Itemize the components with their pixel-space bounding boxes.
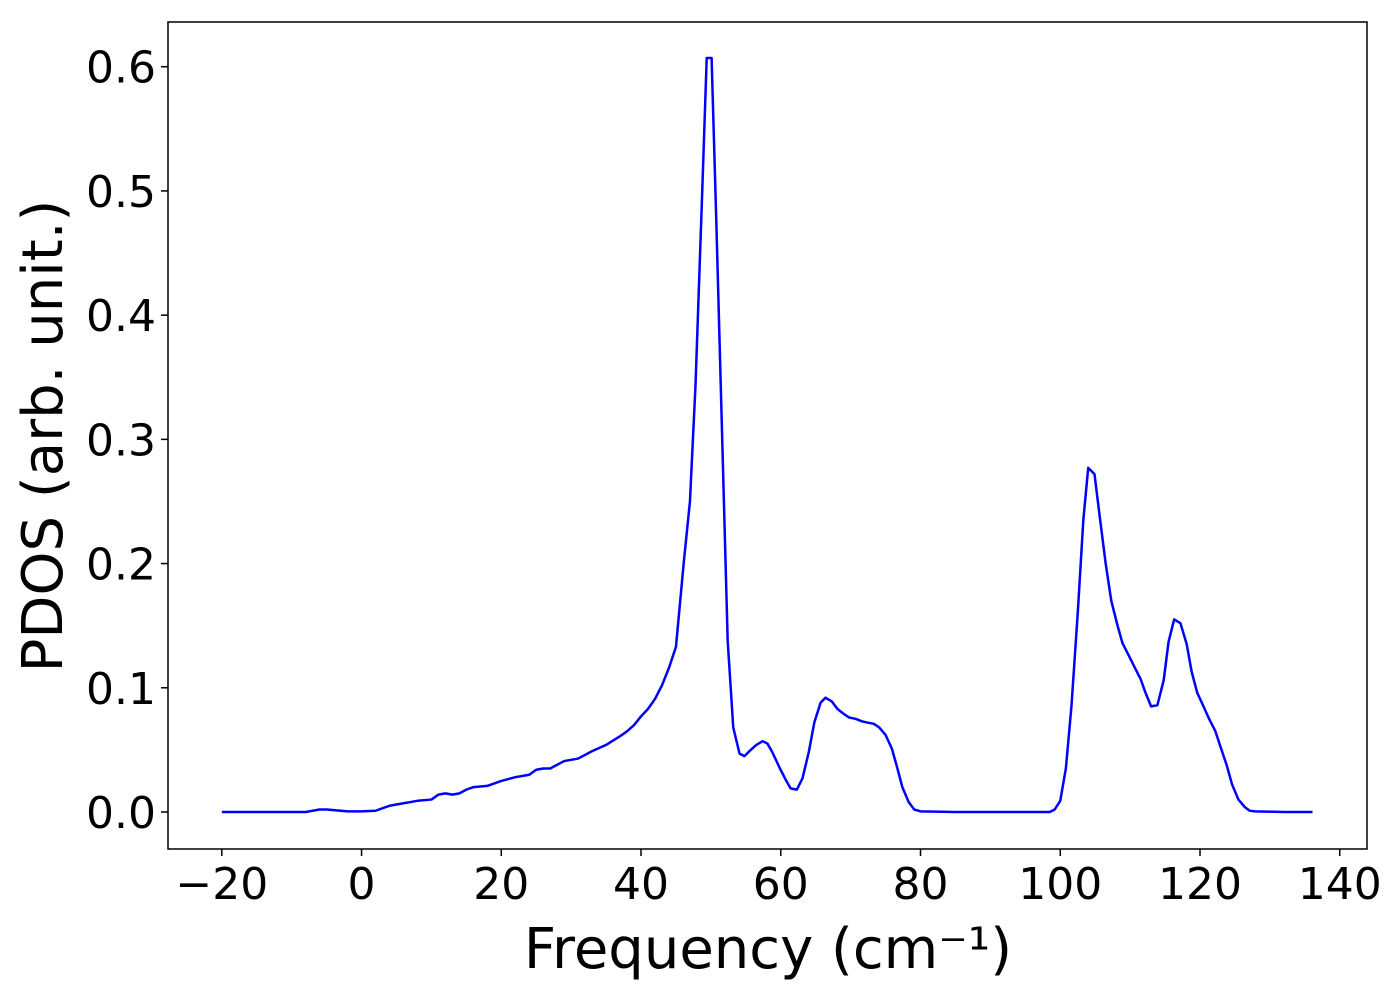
- x-tick-label: 80: [893, 859, 949, 910]
- x-tick-label: 140: [1298, 859, 1382, 910]
- x-tick-label: 40: [613, 859, 669, 910]
- x-tick-label: 100: [1018, 859, 1102, 910]
- x-tick-label: 120: [1158, 859, 1242, 910]
- y-tick-label: 0.0: [86, 788, 156, 839]
- y-tick-label: 0.3: [86, 415, 156, 466]
- y-tick-label: 0.2: [86, 540, 156, 591]
- x-axis-label: Frequency (cm⁻¹): [524, 917, 1012, 982]
- y-tick-label: 0.6: [86, 43, 156, 94]
- y-tick-label: 0.5: [86, 167, 156, 218]
- x-tick-label: 60: [753, 859, 809, 910]
- x-tick-label: 20: [473, 859, 529, 910]
- x-tick-label: −20: [175, 859, 268, 910]
- y-tick-label: 0.4: [86, 291, 156, 342]
- data-line: [221, 56, 1313, 814]
- x-tick-label: 0: [348, 859, 376, 910]
- y-tick-label: 0.1: [86, 664, 156, 715]
- y-axis-label: PDOS (arb. unit.): [11, 200, 76, 673]
- plot-frame: [167, 21, 1368, 850]
